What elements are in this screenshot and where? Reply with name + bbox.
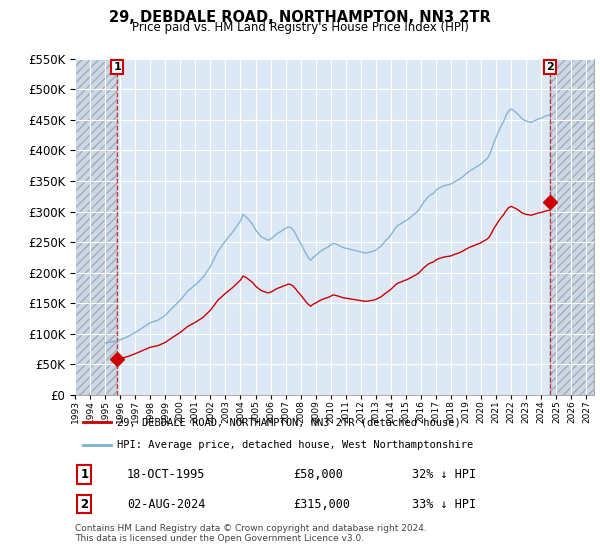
Text: £58,000: £58,000 [293,468,343,481]
Text: 02-AUG-2024: 02-AUG-2024 [127,497,205,511]
Bar [550,59,594,395]
Text: 29, DEBDALE ROAD, NORTHAMPTON, NN3 2TR: 29, DEBDALE ROAD, NORTHAMPTON, NN3 2TR [109,10,491,25]
Text: 2: 2 [546,62,554,72]
Text: 2: 2 [80,497,88,511]
Text: 33% ↓ HPI: 33% ↓ HPI [412,497,476,511]
Text: 32% ↓ HPI: 32% ↓ HPI [412,468,476,481]
Text: 18-OCT-1995: 18-OCT-1995 [127,468,205,481]
Text: 1: 1 [80,468,88,481]
Text: Price paid vs. HM Land Registry's House Price Index (HPI): Price paid vs. HM Land Registry's House … [131,21,469,34]
Text: HPI: Average price, detached house, West Northamptonshire: HPI: Average price, detached house, West… [116,440,473,450]
Text: 29, DEBDALE ROAD, NORTHAMPTON, NN3 2TR (detached house): 29, DEBDALE ROAD, NORTHAMPTON, NN3 2TR (… [116,417,460,427]
Text: £315,000: £315,000 [293,497,350,511]
Bar [75,59,117,395]
Text: 1: 1 [113,62,121,72]
Text: Contains HM Land Registry data © Crown copyright and database right 2024.
This d: Contains HM Land Registry data © Crown c… [75,524,427,543]
